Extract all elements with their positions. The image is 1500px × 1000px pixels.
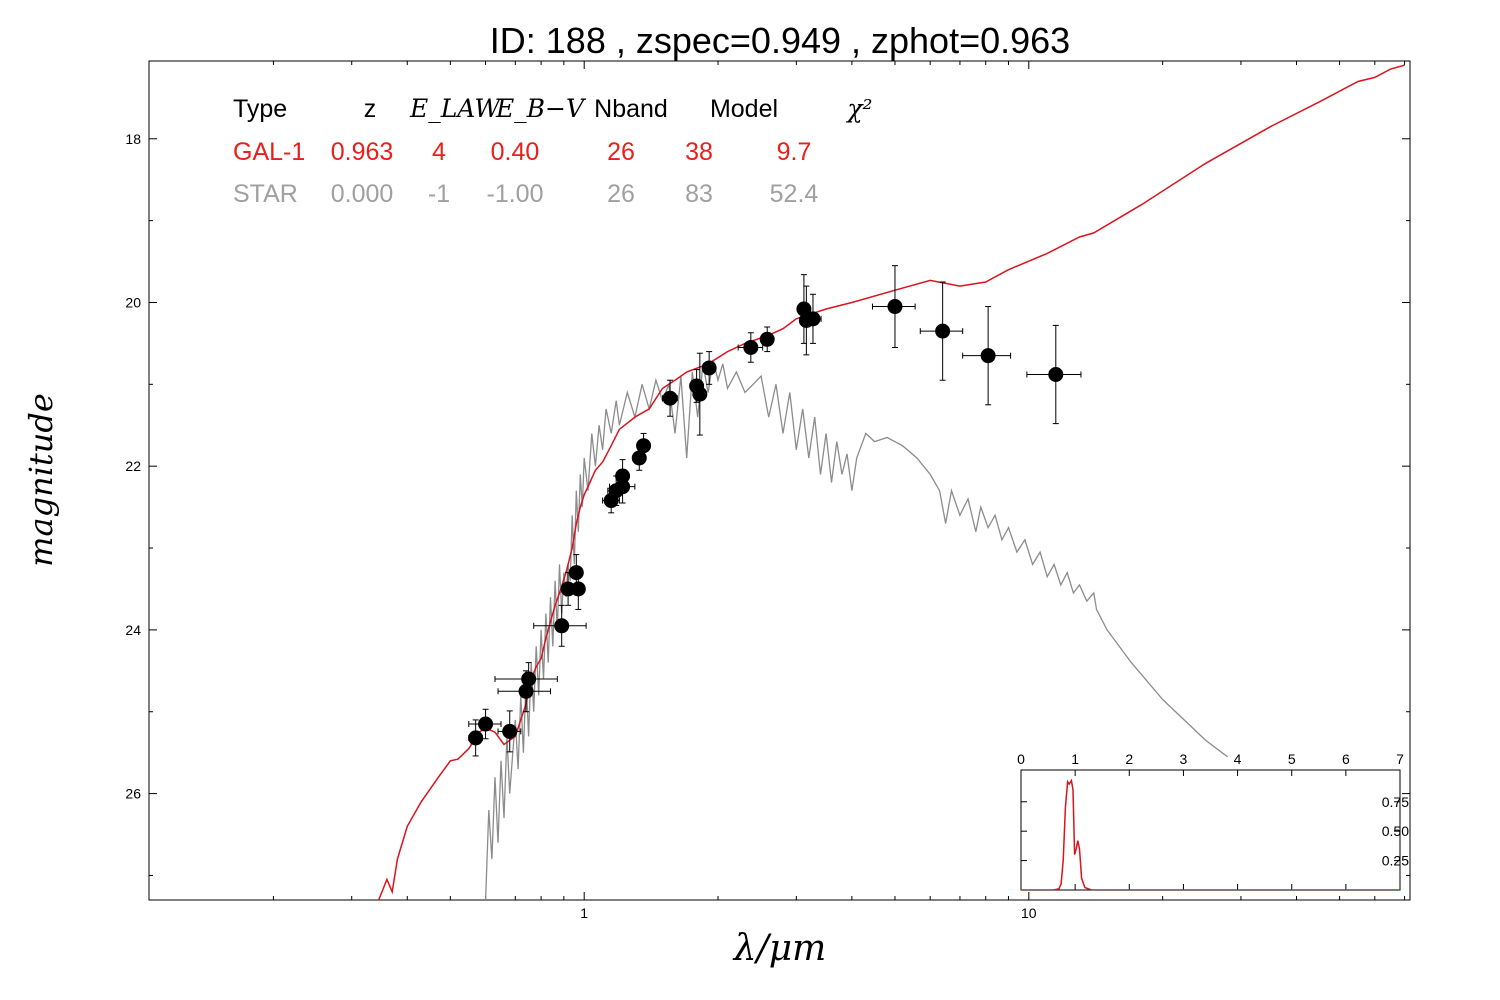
data-marker bbox=[980, 348, 996, 364]
data-point bbox=[570, 567, 586, 610]
legend-cell: 52.4 bbox=[770, 180, 819, 208]
legend-header: Nband bbox=[594, 95, 668, 123]
x-tick-label: 1 bbox=[580, 905, 588, 921]
redshift-pdf-inset: 0 1 2 3 4 5 6 7 0.25 0.50 0.75 bbox=[1017, 751, 1409, 891]
data-marker bbox=[759, 331, 775, 347]
legend-cell: 0.963 bbox=[331, 138, 394, 166]
legend-header: E_LAW bbox=[409, 94, 502, 123]
x-axis-label: λ/μm bbox=[732, 928, 826, 969]
data-point bbox=[919, 281, 964, 381]
legend-cell: 4 bbox=[432, 138, 446, 166]
data-marker bbox=[692, 386, 708, 402]
data-point bbox=[804, 293, 822, 344]
data-marker bbox=[478, 716, 494, 732]
data-point bbox=[1026, 324, 1082, 425]
data-marker bbox=[636, 438, 652, 454]
data-point bbox=[737, 332, 764, 363]
legend-cell: 26 bbox=[607, 138, 635, 166]
plot-frame bbox=[148, 60, 1411, 901]
inset-y-tick-label: 0.50 bbox=[1382, 823, 1409, 839]
data-marker bbox=[805, 311, 821, 327]
data-point bbox=[871, 265, 916, 348]
legend-cell: 26 bbox=[607, 180, 635, 208]
legend-header: z bbox=[364, 95, 377, 123]
legend-cell: 38 bbox=[685, 138, 713, 166]
data-marker bbox=[518, 683, 534, 699]
data-point bbox=[701, 351, 717, 385]
data-point bbox=[468, 708, 502, 740]
inset-line-layer bbox=[1021, 778, 1400, 890]
data-marker bbox=[1048, 366, 1064, 382]
inset-x-tick-label: 2 bbox=[1125, 751, 1133, 767]
legend-cell: STAR bbox=[233, 180, 298, 208]
data-marker bbox=[570, 581, 586, 597]
redshift-pdf-line bbox=[1021, 778, 1400, 890]
inset-x-tick-label: 5 bbox=[1288, 751, 1296, 767]
data-point bbox=[497, 710, 522, 753]
inset-x-tick-label: 1 bbox=[1071, 751, 1079, 767]
legend-cell: GAL-1 bbox=[233, 138, 305, 166]
data-point bbox=[636, 432, 652, 459]
data-marker bbox=[615, 468, 631, 484]
data-point bbox=[468, 719, 484, 757]
y-tick-label: 20 bbox=[125, 294, 141, 310]
observed-points-layer bbox=[468, 265, 1082, 757]
data-marker bbox=[631, 450, 647, 466]
data-point bbox=[661, 379, 678, 417]
data-marker bbox=[743, 339, 759, 355]
data-marker bbox=[568, 565, 584, 581]
legend-header: Type bbox=[233, 95, 287, 123]
data-point bbox=[759, 326, 775, 353]
data-point bbox=[692, 352, 708, 436]
data-marker bbox=[502, 723, 518, 739]
data-marker bbox=[935, 323, 951, 339]
data-marker bbox=[554, 618, 570, 634]
inset-x-tick-label: 6 bbox=[1342, 751, 1350, 767]
inset-x-tick-label: 7 bbox=[1396, 751, 1404, 767]
y-tick-label: 24 bbox=[125, 622, 141, 638]
inset-x-tick-label: 0 bbox=[1017, 751, 1025, 767]
inset-x-tick-label: 3 bbox=[1180, 751, 1188, 767]
data-point bbox=[796, 274, 812, 344]
data-marker bbox=[887, 299, 903, 315]
y-tick-label: 26 bbox=[125, 786, 141, 802]
inset-y-tick-label: 0.25 bbox=[1382, 853, 1409, 869]
legend-cell: -1.00 bbox=[487, 180, 544, 208]
chart-title: ID: 188 , zspec=0.949 , zphot=0.963 bbox=[490, 20, 1070, 61]
inset-x-tick-label: 4 bbox=[1234, 751, 1242, 767]
x-tick-label: 10 bbox=[1021, 905, 1037, 921]
legend-cell: 83 bbox=[685, 180, 713, 208]
inset-axis-ticks: 0 1 2 3 4 5 6 7 0.25 0.50 0.75 bbox=[1017, 751, 1409, 890]
y-tick-label: 18 bbox=[125, 131, 141, 147]
data-point bbox=[497, 670, 552, 713]
legend-cell: 0.000 bbox=[331, 180, 394, 208]
data-marker bbox=[701, 360, 717, 376]
legend-header: E_B−V bbox=[495, 94, 587, 123]
legend-cell: 0.40 bbox=[491, 138, 540, 166]
inset-frame bbox=[1020, 769, 1401, 891]
y-axis-label: magnitude bbox=[22, 393, 60, 567]
legend-cell: 9.7 bbox=[777, 138, 812, 166]
legend-header: Model bbox=[710, 95, 778, 123]
data-marker bbox=[796, 301, 812, 317]
data-marker bbox=[468, 730, 484, 746]
legend-header: χ² bbox=[845, 94, 872, 123]
legend-cell: -1 bbox=[428, 180, 450, 208]
data-point bbox=[615, 459, 631, 493]
data-marker bbox=[521, 671, 537, 687]
data-marker bbox=[662, 390, 678, 406]
data-point bbox=[533, 604, 587, 647]
data-point bbox=[962, 306, 1012, 406]
y-tick-label: 22 bbox=[125, 458, 141, 474]
inset-y-tick-label: 0.75 bbox=[1382, 794, 1409, 810]
